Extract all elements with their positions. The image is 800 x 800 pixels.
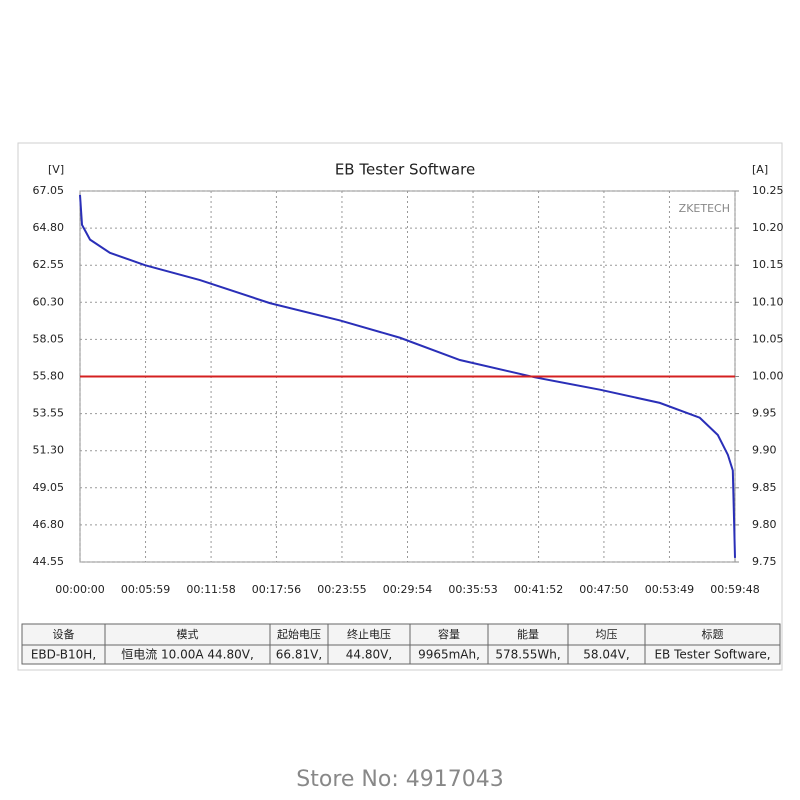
table-header: 设备	[53, 627, 75, 641]
y-axis-label: [V]	[48, 163, 64, 176]
y-tick-label: 55.80	[33, 370, 65, 383]
table-header: 起始电压	[277, 627, 321, 641]
x-tick-label: 00:35:53	[448, 583, 497, 596]
table-value: 恒电流 10.00A 44.80V,	[121, 648, 254, 662]
y-tick-label: 51.30	[33, 444, 65, 457]
y-tick-label: 62.55	[33, 258, 65, 271]
table-header: 模式	[177, 628, 199, 641]
footer: Store No: 4917043	[296, 767, 503, 792]
x-tick-label: 00:47:50	[579, 583, 628, 596]
table-header: 标题	[702, 627, 724, 641]
info-table	[21, 623, 781, 665]
table-value: 58.04V,	[583, 648, 629, 662]
y2-tick-label: 10.25	[752, 184, 784, 197]
chart-title: EB Tester Software	[335, 161, 475, 179]
x-tick-label: 00:59:48	[710, 583, 759, 596]
y-tick-label: 67.05	[33, 184, 65, 197]
y2-tick-label: 10.00	[752, 370, 784, 383]
table-cell	[644, 644, 781, 665]
table-header: 均压	[596, 628, 618, 641]
y2-tick-label: 9.95	[752, 407, 777, 420]
x-tick-label: 00:17:56	[252, 583, 301, 596]
table-value: 66.81V,	[276, 648, 322, 662]
table-header: 容量	[438, 627, 460, 641]
y-tick-label: 53.55	[33, 407, 65, 420]
table-value: EBD-B10H,	[31, 648, 96, 662]
y2-tick-label: 9.90	[752, 444, 777, 457]
table-header: 终止电压	[347, 627, 391, 641]
watermark: ZKETECH	[679, 202, 730, 215]
y2-tick-label: 9.75	[752, 555, 777, 568]
table-value: 9965mAh,	[418, 648, 480, 662]
y-tick-label: 44.55	[33, 555, 65, 568]
y2-tick-label: 10.05	[752, 332, 784, 345]
x-tick-label: 00:00:00	[55, 583, 104, 596]
data-line	[79, 194, 736, 558]
x-tick-label: 00:41:52	[514, 583, 563, 596]
y-tick-label: 46.80	[33, 518, 65, 531]
y-tick-label: 49.05	[33, 481, 65, 494]
y-tick-label: 58.05	[33, 332, 65, 345]
y2-tick-label: 10.15	[752, 258, 784, 271]
table-value: EB Tester Software,	[654, 648, 770, 662]
x-tick-label: 00:53:49	[645, 583, 694, 596]
y2-tick-label: 9.80	[752, 518, 777, 531]
y-tick-label: 64.80	[33, 221, 65, 234]
y2-tick-label: 10.20	[752, 221, 784, 234]
y-tick-label: 60.30	[33, 295, 65, 308]
x-tick-label: 00:23:55	[317, 583, 366, 596]
x-tick-label: 00:05:59	[121, 583, 170, 596]
y2-tick-label: 9.85	[752, 481, 777, 494]
x-tick-label: 00:11:58	[186, 583, 235, 596]
x-tick-label: 00:29:54	[383, 583, 432, 596]
y2-axis-label: [A]	[752, 163, 768, 176]
table-header: 能量	[517, 627, 539, 641]
table-value: 44.80V,	[346, 648, 392, 662]
table-value: 578.55Wh,	[495, 648, 560, 662]
y2-tick-label: 10.10	[752, 295, 784, 308]
